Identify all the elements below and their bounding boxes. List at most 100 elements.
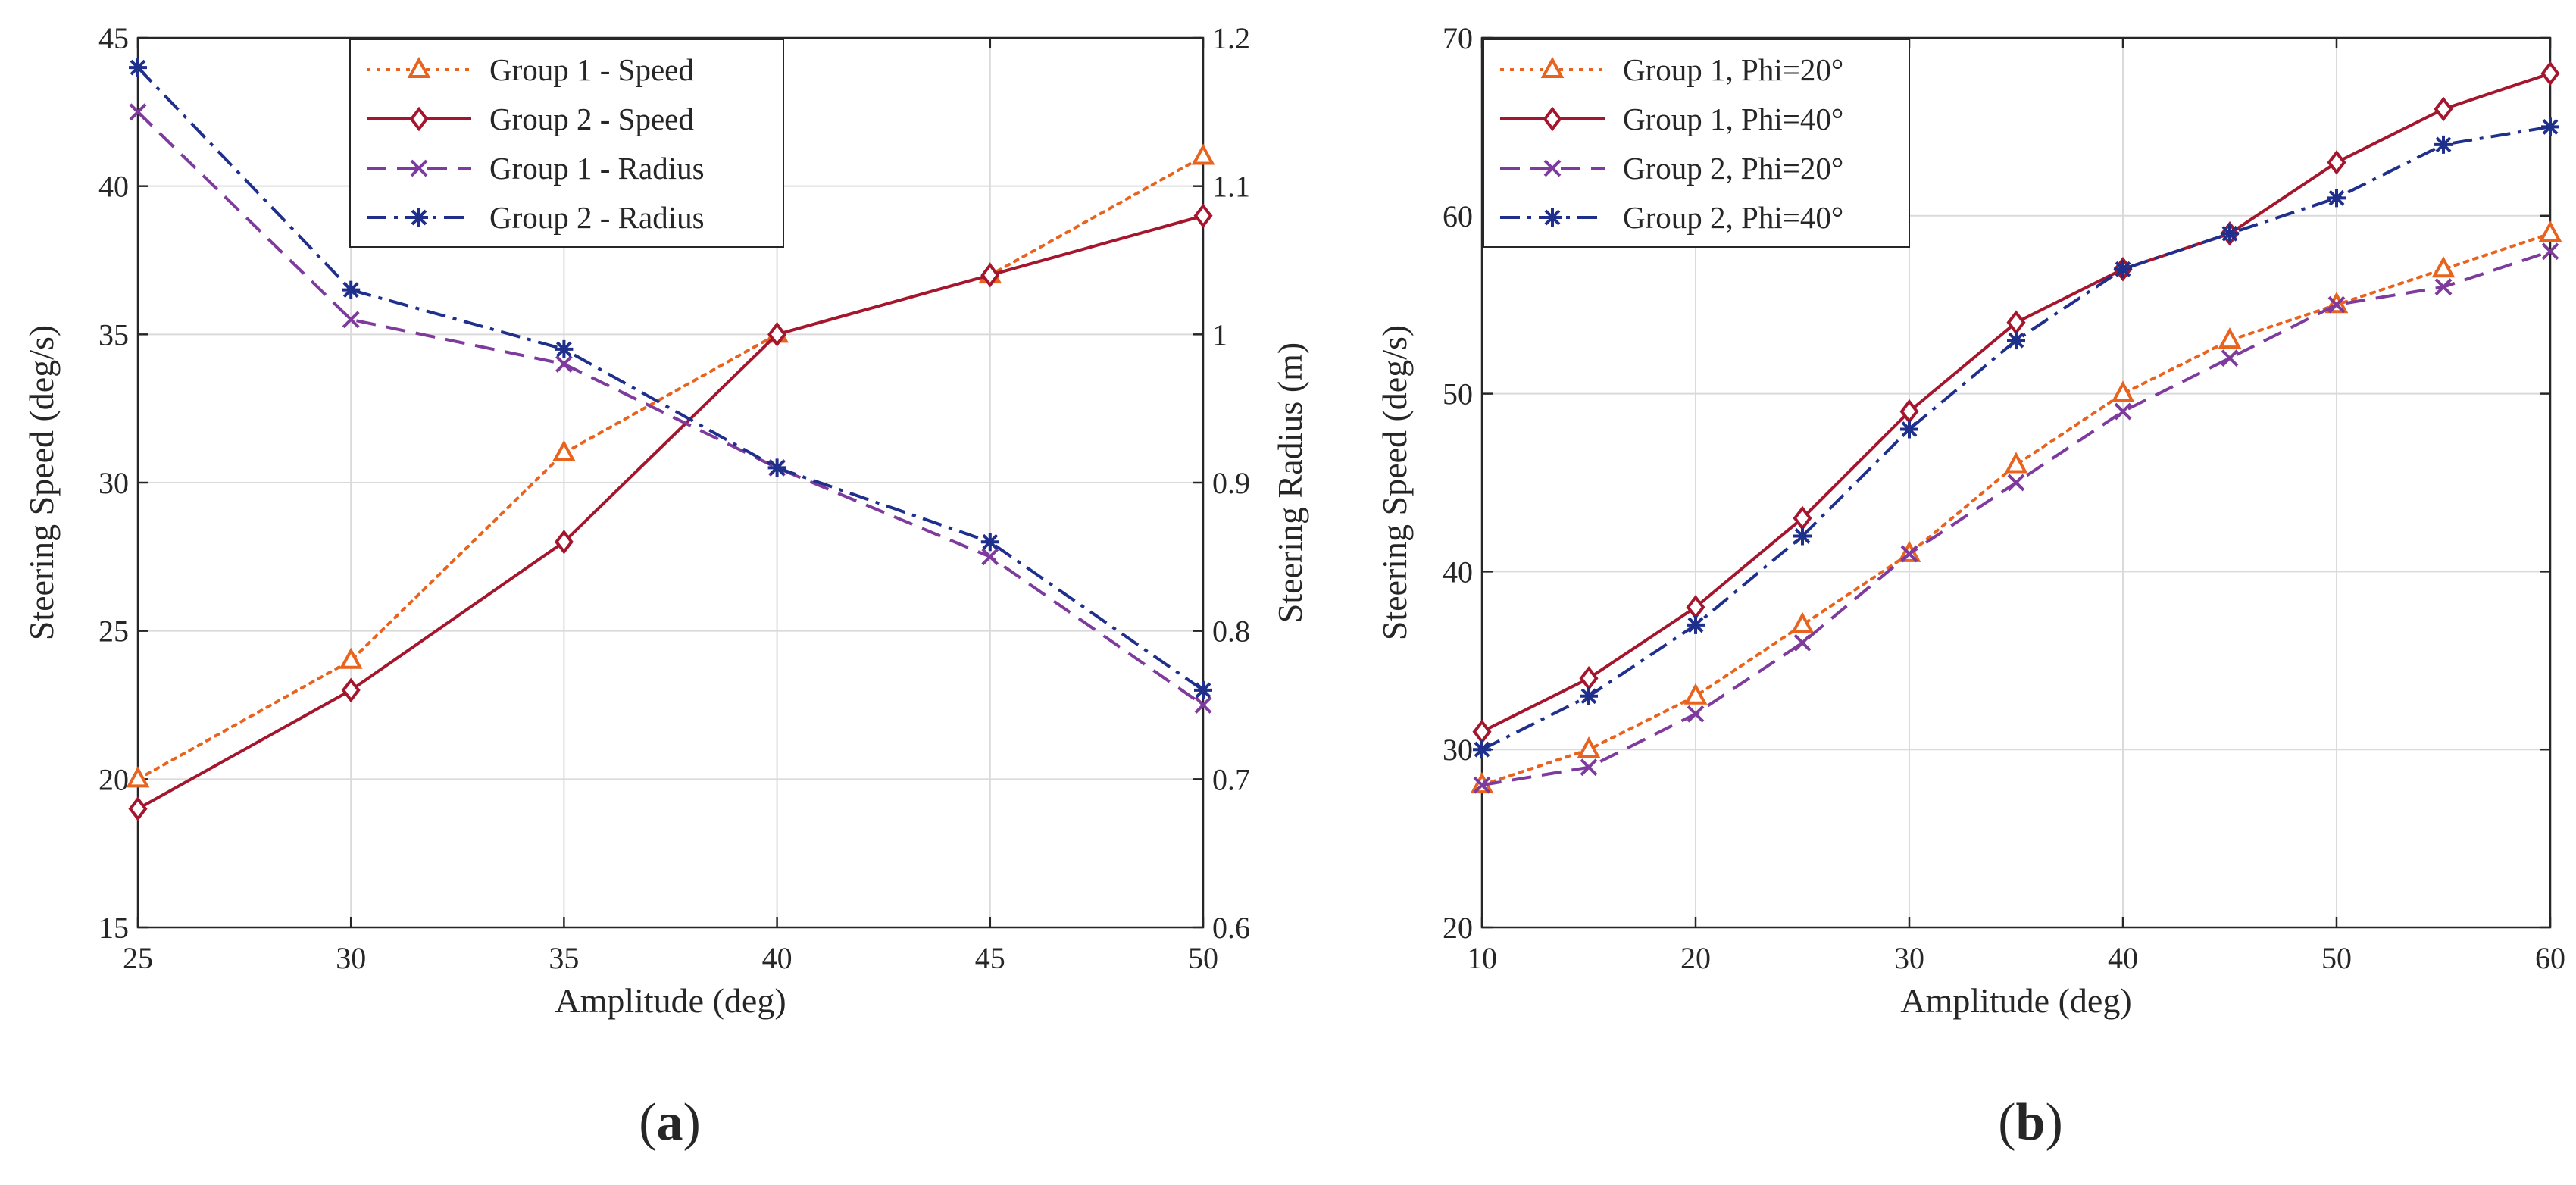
series-4	[129, 58, 1212, 699]
y-tick-label: 60	[1443, 199, 1473, 233]
data-point	[1577, 736, 1601, 758]
data-point	[1687, 615, 1705, 634]
y-tick-label: 40	[98, 170, 129, 204]
data-point	[1194, 680, 1212, 699]
legend-marker	[410, 159, 428, 177]
data-point	[1790, 611, 1815, 633]
series-3	[1473, 242, 2559, 794]
data-point	[2006, 310, 2026, 335]
data-point	[2541, 117, 2559, 136]
legend-marker	[1543, 159, 1562, 177]
data-point	[980, 262, 1000, 288]
data-point	[2004, 452, 2028, 474]
legend: Group 1, Phi=20° Group 1, Phi=40° Group 2,…	[1483, 39, 1910, 248]
y-tick-label: 40	[1443, 555, 1473, 589]
data-point	[980, 533, 999, 552]
data-point	[1793, 527, 1812, 546]
data-point	[2540, 61, 2560, 86]
data-point	[2327, 189, 2346, 208]
data-point	[2538, 220, 2562, 242]
x-tick-label: 30	[1894, 941, 1924, 975]
data-point	[767, 322, 787, 347]
panel-a-label: (a)	[639, 1093, 701, 1152]
legend: Group 1 - Speed Group 2 - Speed Group 1 - …	[349, 39, 784, 248]
legend-marker	[409, 106, 429, 132]
x-tick-label: 40	[762, 941, 792, 975]
data-point	[2434, 278, 2453, 296]
y2-tick-label: 1.1	[1212, 170, 1250, 204]
y-tick-label: 70	[1443, 21, 1473, 55]
data-point	[554, 529, 574, 555]
data-point	[1473, 740, 1491, 759]
data-point	[1579, 665, 1599, 691]
y2-tick-label: 0.6	[1212, 911, 1250, 945]
data-point	[2221, 349, 2239, 367]
x-tick-label: 20	[1680, 941, 1711, 975]
legend-label: Group 2 - Speed	[489, 102, 694, 136]
x-tick-label: 45	[975, 941, 1005, 975]
data-point	[2111, 380, 2135, 402]
legend-marker	[410, 208, 428, 227]
series-4	[1473, 117, 2559, 759]
series-line	[137, 214, 1204, 811]
data-point	[2114, 402, 2132, 421]
series-1	[1470, 220, 2562, 794]
data-point	[1793, 633, 1812, 652]
y-tick-label: 20	[98, 762, 129, 796]
data-point	[129, 103, 147, 121]
data-point	[1683, 683, 1708, 705]
legend-label: Group 2, Phi=40°	[1623, 200, 1843, 235]
legend-label: Group 1 - Radius	[489, 151, 705, 186]
data-point	[342, 311, 360, 329]
data-point	[767, 458, 786, 477]
data-point	[1473, 776, 1491, 794]
legend-marker	[1543, 208, 1562, 227]
data-point	[2007, 331, 2025, 350]
x-tick-label: 50	[1188, 941, 1218, 975]
data-point	[1194, 696, 1212, 714]
y-tick-label: 45	[98, 21, 129, 55]
data-point	[1686, 595, 1705, 620]
y-tick-label: 35	[98, 317, 129, 352]
x-axis-label: Amplitude (deg)	[555, 981, 786, 1020]
data-point	[2434, 96, 2453, 122]
data-point	[2327, 295, 2346, 314]
data-point	[1191, 143, 1215, 165]
y2-tick-label: 0.8	[1212, 614, 1250, 649]
y2-tick-label: 0.7	[1212, 762, 1250, 796]
data-point	[341, 677, 361, 703]
legend-marker	[407, 56, 431, 78]
data-point	[339, 647, 363, 669]
data-point	[2218, 327, 2242, 349]
panel-b-label: (b)	[1998, 1093, 2063, 1152]
series-2	[1472, 61, 2560, 745]
y-tick-label: 30	[1443, 733, 1473, 767]
data-point	[1687, 705, 1705, 723]
y2-tick-label: 0.9	[1212, 466, 1250, 500]
x-axis-label: Amplitude (deg)	[1900, 981, 2131, 1020]
legend-label: Group 1, Phi=40°	[1623, 102, 1843, 136]
y2-tick-label: 1	[1212, 317, 1227, 352]
data-point	[2434, 135, 2453, 154]
panel-a-chart: 25 30 35 40 45 50 15 20 25 30 35 40 45 0.6 0.7 0.8 0.9 1 1…	[22, 21, 1309, 1020]
data-point	[555, 355, 573, 373]
series-line	[136, 111, 1205, 707]
y-axis-label: Steering Speed (deg/s)	[1375, 325, 1414, 640]
x-tick-label: 50	[2321, 941, 2352, 975]
x-tick-label: 60	[2535, 941, 2565, 975]
legend-marker	[1543, 106, 1562, 132]
series-line	[1481, 125, 2551, 751]
data-point	[1472, 719, 1492, 745]
data-point	[129, 58, 147, 77]
legend-label: Group 1 - Speed	[489, 52, 694, 87]
series-line	[1480, 232, 2552, 787]
y-tick-label: 20	[1443, 911, 1473, 945]
data-point	[1580, 686, 1598, 705]
x-tick-label: 25	[123, 941, 153, 975]
y2-axis-label: Steering Radius (m)	[1271, 342, 1309, 624]
data-point	[552, 439, 576, 461]
data-point	[2221, 224, 2239, 243]
data-point	[555, 339, 574, 358]
